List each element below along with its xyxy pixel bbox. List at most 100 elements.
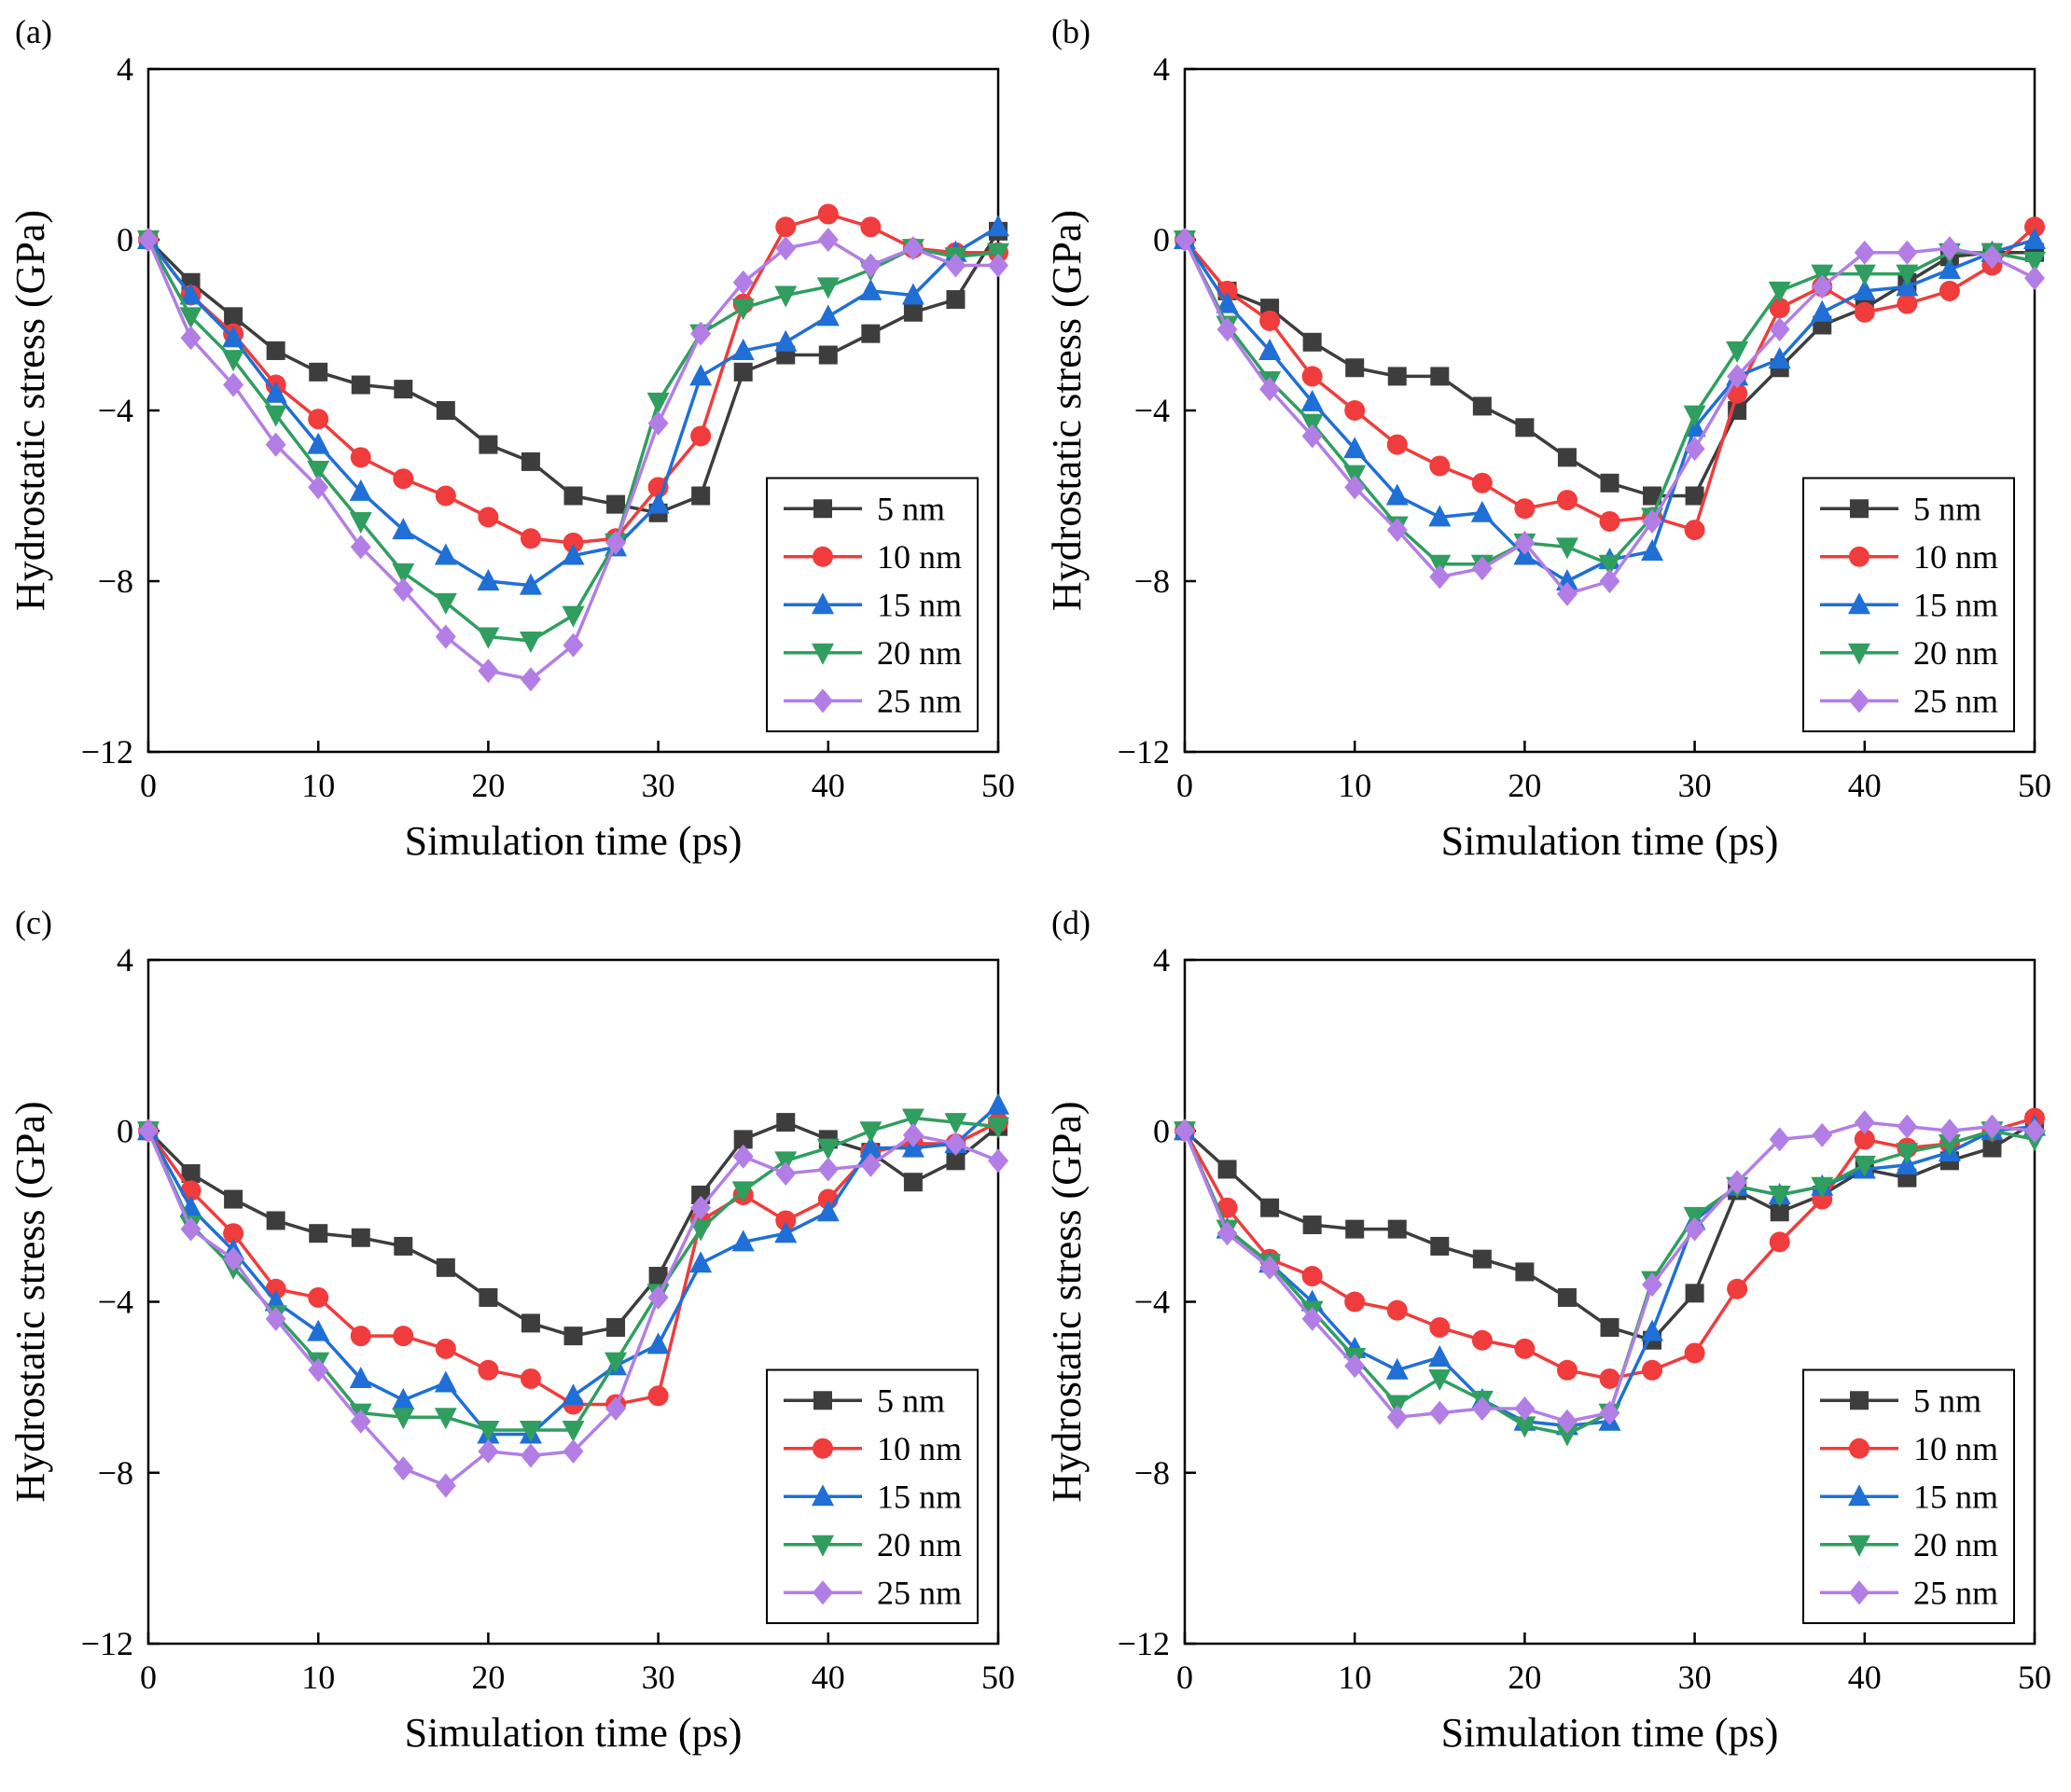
data-point [434,592,457,615]
data-point [1854,1129,1875,1150]
data-point [733,1130,753,1149]
data-point [519,573,542,595]
data-point [775,236,797,261]
data-point [945,1131,966,1156]
data-point [1386,1405,1408,1430]
x-tick-label: 30 [642,767,675,804]
data-point [1428,505,1452,527]
data-point [1685,1284,1704,1303]
data-point [902,1122,924,1147]
x-tick-label: 40 [812,1659,845,1696]
data-point [647,1385,669,1407]
data-point [1216,291,1239,313]
y-axis-label: Hydrostatic stress (GPa) [7,1101,53,1502]
y-tick-label: 0 [1153,1112,1170,1149]
data-point [393,577,414,603]
data-point [1385,483,1409,506]
legend-label: 10 nm [1913,1430,1998,1467]
data-point [1598,554,1621,576]
data-point [1471,472,1493,493]
data-point [1684,437,1705,462]
legend-label: 20 nm [877,634,962,672]
data-point [1217,1160,1237,1179]
data-point [946,1151,966,1171]
panel-label: (a) [15,13,52,50]
data-point [1599,510,1620,532]
data-point [1939,236,1960,261]
data-point [690,321,712,346]
y-tick-label: −4 [98,1284,133,1321]
data-point [775,1161,797,1187]
data-point [1642,508,1663,534]
data-point [1429,1400,1451,1425]
legend-label: 5 nm [877,490,945,527]
legend-label: 20 nm [1913,1526,1998,1563]
data-point [817,228,839,252]
data-point [1557,448,1577,467]
data-point [1343,437,1367,459]
panel-label: (d) [1051,904,1091,941]
legend: 5 nm 10 nm 15 nm 20 nm 25 nm [766,1368,979,1624]
data-point [646,492,670,514]
data-point [1514,530,1536,555]
data-point [860,216,882,238]
data-point [1853,1155,1876,1177]
legend-marker [1848,1535,1870,1557]
data-point [562,543,585,565]
data-point [861,324,881,343]
data-point [731,299,755,321]
data-point [1769,1231,1790,1253]
legend-marker [1849,546,1869,567]
data-point [1387,367,1407,386]
data-point [180,326,202,351]
x-tick-label: 0 [1176,1659,1193,1696]
y-tick-label: −12 [81,1625,133,1662]
data-point [434,1370,457,1393]
x-tick-label: 40 [1848,767,1882,804]
data-point [1854,301,1875,323]
data-point [689,1251,713,1273]
data-point [1471,556,1493,581]
data-point [521,451,540,471]
data-point [903,1173,923,1192]
x-tick-label: 20 [1508,767,1541,804]
data-point [309,362,328,382]
legend-label: 20 nm [877,1526,962,1563]
data-point [563,632,584,658]
data-point [605,530,627,555]
legend-marker [812,1484,834,1507]
y-tick-label: −8 [98,1454,133,1492]
data-point [816,1200,840,1222]
data-point [1430,1236,1450,1256]
y-tick-label: −4 [1134,392,1170,429]
data-point [1897,293,1918,314]
data-point [689,1219,713,1242]
data-point [775,216,797,238]
legend-label: 25 nm [1913,1574,1998,1611]
data-point [1385,1357,1409,1380]
data-point [1811,1176,1834,1199]
data-point [223,1246,244,1271]
data-point [435,1473,456,1498]
data-point [392,563,415,585]
data-point [1853,278,1876,300]
data-point [2024,216,2045,238]
data-point [1981,244,2003,270]
data-point [436,1257,455,1277]
legend-label: 10 nm [1913,538,1998,576]
y-tick-label: 4 [117,941,133,979]
data-point [690,425,712,447]
legend-marker [813,1391,832,1410]
data-point [350,1326,371,1347]
data-point [563,486,583,506]
data-point [1515,1262,1535,1282]
x-axis-label: Simulation time (ps) [405,818,743,864]
data-point [859,1121,883,1144]
data-point [309,1224,328,1243]
data-point [945,253,966,278]
data-point [477,627,500,649]
data-point [520,1368,541,1389]
data-point [1768,1185,1791,1207]
legend-marker [1850,1391,1869,1410]
